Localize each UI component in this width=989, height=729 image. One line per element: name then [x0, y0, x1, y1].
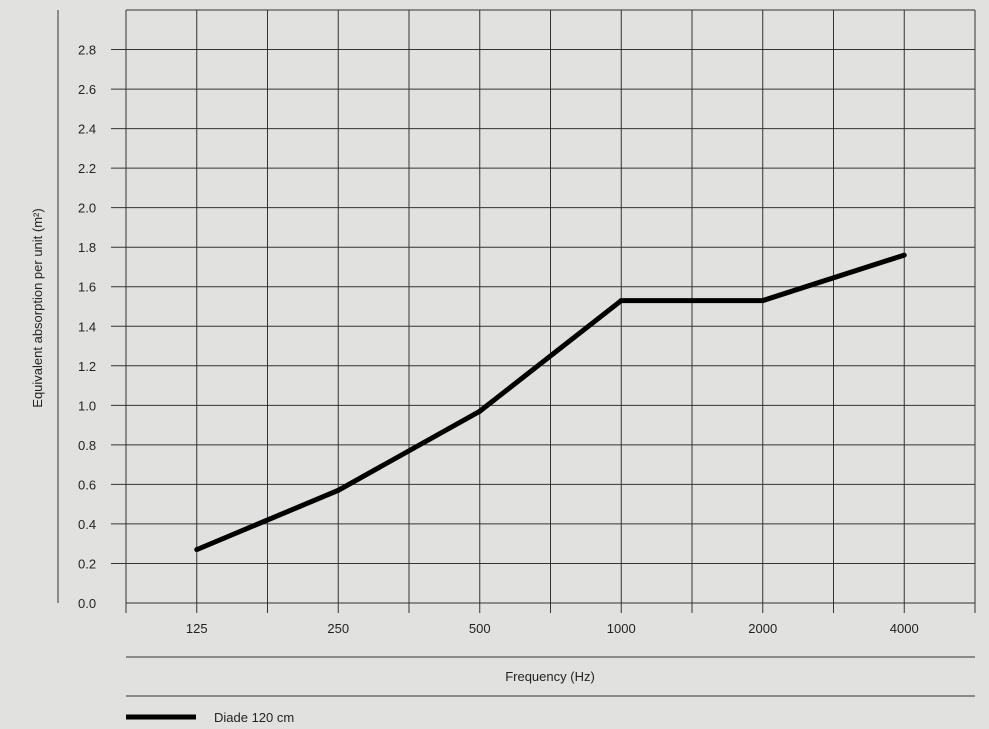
data-point [335, 487, 341, 493]
x-tick-label: 1000 [607, 621, 636, 636]
y-tick-label: 1.6 [78, 280, 96, 295]
x-tick-label: 125 [186, 621, 208, 636]
y-tick-label: 1.8 [78, 240, 96, 255]
x-tick-label: 4000 [890, 621, 919, 636]
x-tick-label: 250 [327, 621, 349, 636]
y-tick-label: 0.8 [78, 438, 96, 453]
y-tick-label: 0.0 [78, 596, 96, 611]
x-tick-labels: 125 250 500 1000 2000 4000 [186, 621, 919, 636]
axes [57, 10, 975, 604]
y-tick-label: 1.4 [78, 319, 96, 334]
x-tick-label: 500 [469, 621, 491, 636]
y-tick-label: 2.8 [78, 43, 96, 58]
y-tick-label: 2.0 [78, 201, 96, 216]
y-tick-label: 0.4 [78, 517, 96, 532]
data-point [194, 547, 200, 553]
y-tick-label: 2.4 [78, 122, 96, 137]
series-line [195, 252, 906, 552]
x-tick-label: 2000 [748, 621, 777, 636]
y-tick-label: 0.2 [78, 556, 96, 571]
legend-label: Diade 120 cm [214, 710, 294, 725]
grid [111, 9, 976, 613]
series [194, 252, 907, 553]
data-point [760, 298, 766, 304]
y-tick-labels: 0.0 0.2 0.4 0.6 0.8 1.0 1.2 1.4 1.6 1.8 2.0 2.2 2.4 2… [78, 43, 96, 611]
y-tick-label: 2.2 [78, 161, 96, 176]
x-axis-label: Frequency (Hz) [505, 669, 595, 684]
data-point [901, 252, 907, 258]
y-tick-label: 1.2 [78, 359, 96, 374]
data-point [618, 298, 624, 304]
data-point [477, 408, 483, 414]
legend: Diade 120 cm [126, 710, 294, 725]
y-axis-label: Equivalent absorption per unit (m²) [30, 208, 45, 407]
y-tick-label: 2.6 [78, 82, 96, 97]
y-tick-label: 0.6 [78, 477, 96, 492]
y-tick-label: 1.0 [78, 398, 96, 413]
